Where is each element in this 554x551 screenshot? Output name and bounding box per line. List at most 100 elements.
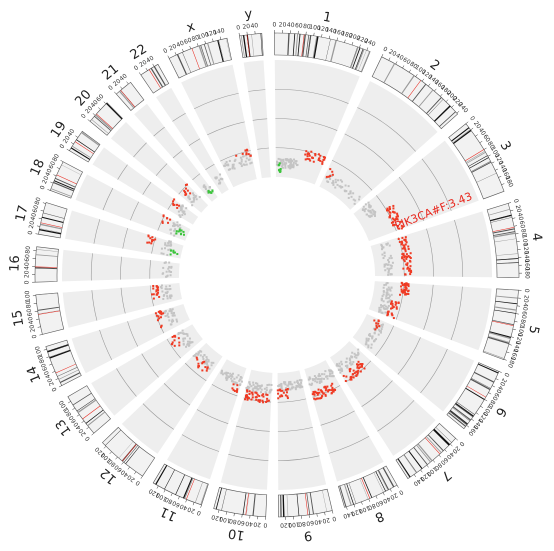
tick-mark: [324, 512, 326, 516]
point-chr18-neutral: [171, 224, 174, 227]
tick-label: 100: [516, 325, 525, 338]
point-chr8-gain: [334, 389, 337, 392]
tick-label: 80: [51, 153, 61, 163]
point-chr15-neutral: [170, 295, 173, 298]
band: [297, 34, 301, 57]
point-chr3-gain: [386, 209, 388, 212]
point-chr7-neutral: [337, 368, 340, 371]
track-22: [156, 87, 229, 194]
tick-label: 160: [332, 28, 345, 38]
point-chr8-gain: [320, 395, 323, 398]
band: [203, 44, 212, 66]
tick-mark: [498, 176, 502, 178]
tick-mark: [395, 61, 398, 65]
tick-mark: [359, 44, 361, 48]
point-chr14-gain: [160, 324, 163, 327]
point-chr18-neutral: [176, 221, 179, 224]
point-chrx-neutral: [234, 158, 237, 161]
point-chr1-neutral: [293, 158, 296, 161]
point-chr10-neutral: [259, 386, 262, 389]
point-chr14-gain: [160, 313, 163, 316]
band: [38, 310, 60, 315]
point-chr4-neutral: [390, 273, 393, 276]
tick-mark: [38, 217, 42, 220]
point-chr6-neutral: [365, 343, 368, 346]
point-chr1-neutral: [275, 163, 278, 166]
point-chr4-gain: [404, 250, 407, 253]
tick-mark: [438, 454, 442, 458]
tick-mark: [346, 506, 348, 510]
tick-label: 0: [134, 479, 141, 487]
point-chr4-gain: [400, 243, 403, 246]
point-chr21-neutral: [204, 185, 207, 188]
tick-label: 220: [356, 35, 369, 46]
point-chr3-gain: [400, 227, 403, 230]
point-chr3-neutral: [365, 213, 368, 216]
point-chr8-neutral: [318, 380, 321, 383]
point-chr19-neutral: [185, 207, 188, 210]
point-chr8-gain: [314, 398, 317, 401]
point-chr7-neutral: [335, 364, 338, 367]
point-chr8-neutral: [330, 369, 333, 372]
tick-label: 160: [466, 424, 479, 437]
point-chr1-loss: [277, 169, 280, 172]
point-chr17-gain: [151, 236, 154, 239]
point-chr5-neutral: [378, 310, 381, 313]
point-chr9-neutral: [284, 383, 287, 386]
point-chr12-neutral: [193, 354, 196, 357]
tick-label: 20: [28, 220, 36, 229]
point-chr20-neutral: [194, 195, 197, 198]
point-chr20-gain: [189, 192, 192, 195]
point-chr9-neutral: [292, 386, 295, 389]
point-chr1-neutral: [292, 163, 295, 166]
point-chr5-gain: [390, 300, 393, 303]
band: [296, 494, 300, 517]
point-chrx-neutral: [245, 157, 248, 160]
point-chr6-gain: [377, 322, 380, 325]
point-chr8-gain: [317, 388, 320, 391]
point-chr12-gain: [201, 369, 204, 372]
point-chr5-neutral: [386, 288, 389, 291]
point-chr20-neutral: [190, 201, 193, 204]
point-chr9-neutral: [300, 381, 303, 384]
point-chr5-neutral: [385, 297, 388, 300]
centromere: [56, 174, 77, 185]
point-chr14-gain: [157, 315, 160, 318]
point-chr10-neutral: [260, 388, 263, 391]
point-chr4-neutral: [383, 263, 386, 266]
point-chr7-gain: [357, 360, 360, 363]
point-chr7-gain: [351, 373, 354, 376]
band: [49, 349, 71, 358]
point-chr7-neutral: [339, 371, 342, 374]
point-chr10-gain: [258, 400, 261, 403]
point-chr15-gain: [155, 289, 158, 292]
tick-label: 60: [31, 204, 40, 213]
point-chr7-gain: [363, 367, 366, 370]
point-chr13-neutral: [182, 337, 185, 340]
band: [343, 484, 352, 506]
point-chr4-neutral: [390, 264, 393, 267]
point-chr15-gain: [156, 287, 159, 290]
ideogram-12: [101, 426, 156, 477]
point-chr3-gain: [396, 215, 399, 218]
point-chr9-neutral: [294, 388, 297, 391]
tick-label: 80: [367, 502, 377, 511]
point-chr5-neutral: [386, 306, 389, 309]
point-chr5-gain: [389, 302, 392, 305]
point-chrx-neutral: [233, 160, 236, 163]
point-chr4-neutral: [380, 243, 383, 246]
tick-mark: [415, 74, 418, 77]
track-14: [71, 303, 190, 374]
point-chr1-neutral: [291, 165, 294, 168]
point-chr6-neutral: [371, 336, 374, 339]
point-chr12-neutral: [194, 355, 197, 358]
point-chrx-neutral: [242, 163, 245, 166]
tick-mark: [185, 499, 187, 503]
band: [454, 403, 474, 418]
point-chr9-neutral: [285, 387, 288, 390]
point-chr2-gain: [331, 173, 334, 176]
point-chr6-neutral: [376, 325, 379, 328]
band: [346, 483, 354, 505]
point-chr20-gain: [184, 183, 187, 186]
point-chr2-gain: [329, 175, 332, 178]
